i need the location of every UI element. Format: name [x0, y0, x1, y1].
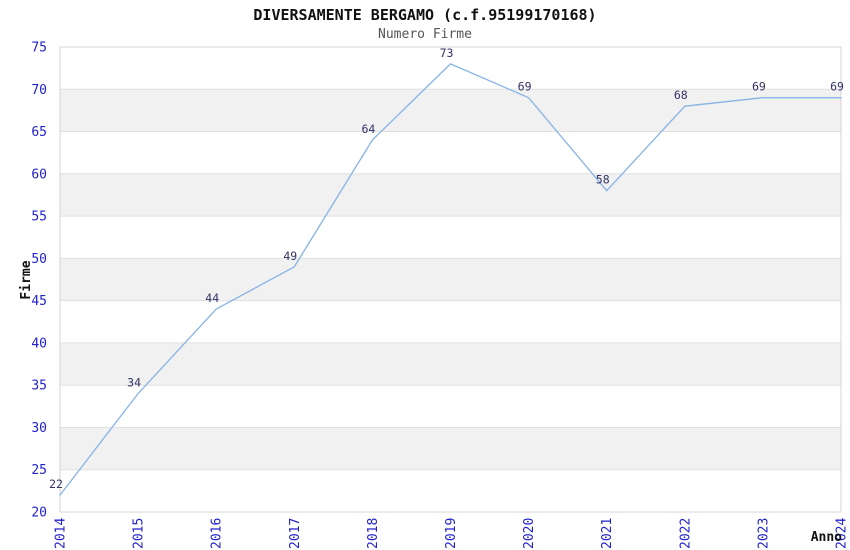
plot-band: [60, 469, 841, 512]
chart-subtitle: Numero Firme: [378, 27, 472, 42]
x-tick-label: 2023: [756, 518, 771, 549]
data-point-label: 69: [518, 80, 532, 94]
data-point-label: 69: [830, 80, 844, 94]
x-tick-label: 2016: [210, 518, 225, 549]
plot-band: [60, 173, 841, 217]
y-tick-label: 20: [31, 506, 47, 521]
plot-band: [60, 342, 841, 386]
data-point-label: 58: [596, 173, 610, 187]
y-tick-label: 65: [31, 125, 47, 140]
plot-band: [60, 131, 841, 174]
data-point-label: 68: [674, 88, 688, 102]
plot-band: [60, 258, 841, 301]
data-point-label: 49: [283, 249, 297, 263]
x-tick-label: 2024: [835, 518, 850, 549]
x-tick-label: 2015: [132, 518, 147, 549]
y-tick-label: 60: [31, 167, 47, 182]
data-line: [59, 63, 842, 496]
plot-border: [59, 46, 842, 513]
data-point-label: 22: [49, 477, 63, 491]
data-point-label: 34: [127, 376, 141, 390]
y-tick-label: 45: [31, 294, 47, 309]
y-tick-label: 40: [31, 336, 47, 351]
plot-band: [60, 427, 841, 470]
x-tick-label: 2017: [288, 518, 303, 549]
x-tick-label: 2021: [600, 518, 615, 549]
x-tick-label: 2019: [444, 518, 459, 549]
plot-band: [60, 89, 841, 132]
data-point-label: 44: [205, 291, 219, 305]
y-tick-label: 30: [31, 421, 47, 436]
plot-band: [60, 300, 841, 343]
y-axis-title: Firme: [19, 260, 34, 299]
x-axis-title: Anno: [811, 530, 842, 545]
y-tick-label: 70: [31, 83, 47, 98]
y-tick-label: 75: [31, 41, 47, 56]
y-tick-label: 55: [31, 210, 47, 225]
x-tick-label: 2020: [522, 518, 537, 549]
y-tick-label: 35: [31, 379, 47, 394]
chart-title: DIVERSAMENTE BERGAMO (c.f.95199170168): [253, 6, 597, 24]
data-point-label: 73: [440, 46, 454, 60]
plot-band: [60, 216, 841, 259]
data-point-label: 69: [752, 80, 766, 94]
x-tick-label: 2014: [54, 518, 69, 549]
y-tick-label: 50: [31, 252, 47, 267]
x-tick-label: 2018: [366, 518, 381, 549]
plot-band: [60, 385, 841, 428]
x-tick-label: 2022: [678, 518, 693, 549]
data-point-label: 64: [361, 122, 375, 136]
plot-band: [60, 47, 841, 90]
y-tick-label: 25: [31, 463, 47, 478]
